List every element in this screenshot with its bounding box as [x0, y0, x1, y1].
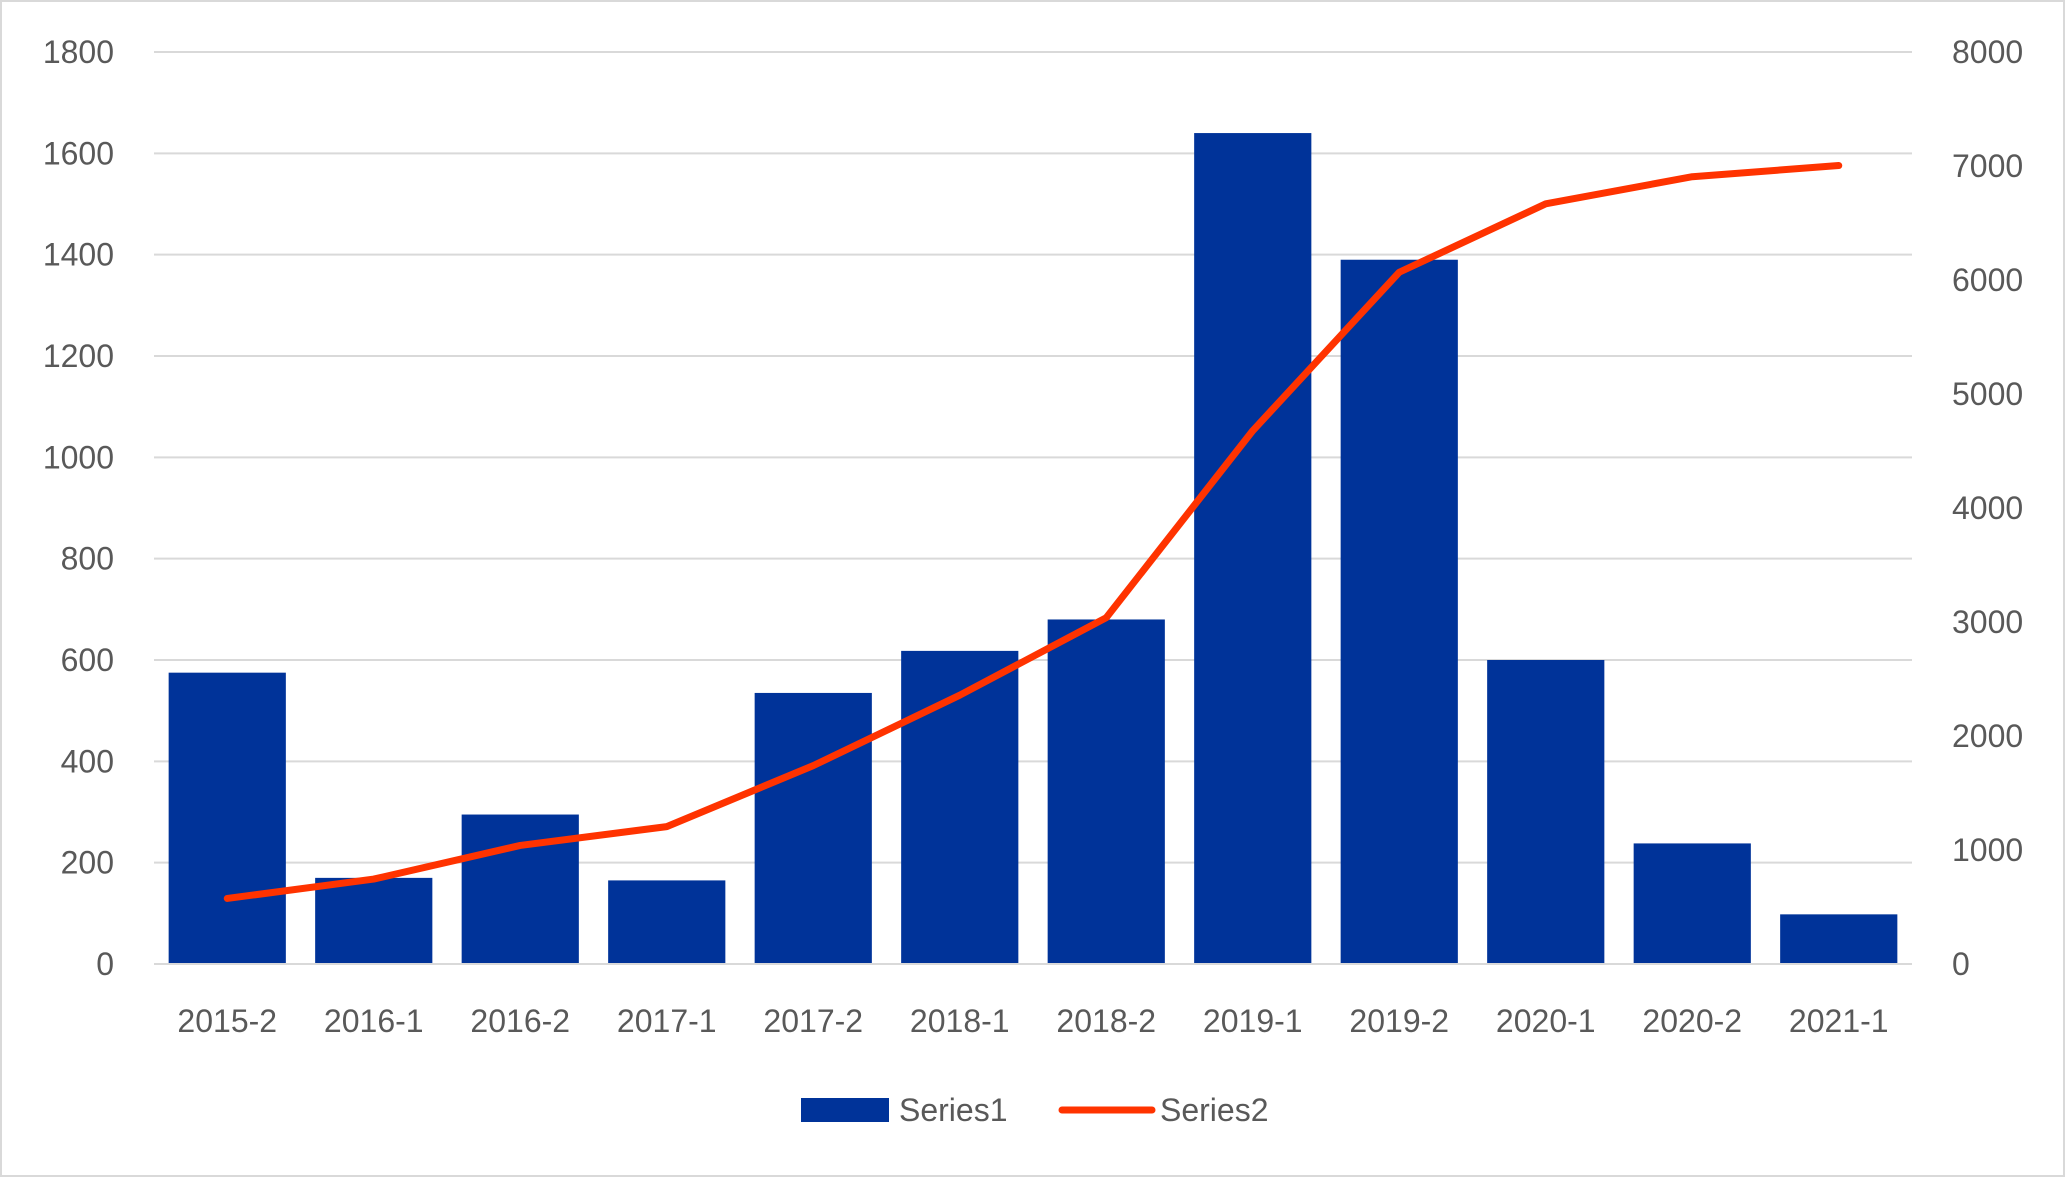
line-series [223, 162, 1843, 902]
bar-series [168, 133, 1898, 965]
x-tick-label: 2021-1 [1789, 1003, 1889, 1039]
right-tick-label: 3000 [1952, 604, 2023, 640]
bar [315, 877, 433, 964]
right-tick-label: 5000 [1952, 376, 2023, 412]
legend-label-series2: Series2 [1160, 1092, 1269, 1128]
bar [608, 880, 726, 964]
left-tick-label: 400 [61, 743, 114, 779]
left-tick-label: 1200 [43, 338, 114, 374]
x-tick-label: 2019-1 [1203, 1003, 1303, 1039]
left-tick-label: 1400 [43, 237, 114, 273]
x-tick-label: 2020-1 [1496, 1003, 1596, 1039]
bar [1340, 259, 1458, 964]
right-tick-label: 2000 [1952, 718, 2023, 754]
left-tick-label: 1600 [43, 135, 114, 171]
legend: Series1 Series2 [801, 1092, 1269, 1128]
x-tick-label: 2019-2 [1349, 1003, 1449, 1039]
right-tick-label: 6000 [1952, 262, 2023, 298]
right-tick-label: 7000 [1952, 148, 2023, 184]
right-tick-label: 8000 [1952, 34, 2023, 70]
left-tick-label: 1000 [43, 439, 114, 475]
x-tick-label: 2020-2 [1642, 1003, 1742, 1039]
left-axis: 0 200 400 600 800 1000 1200 1400 1600 1800 [43, 34, 114, 982]
bar [1780, 914, 1898, 964]
bar [168, 672, 286, 964]
right-tick-label: 1000 [1952, 832, 2023, 868]
x-tick-label: 2018-1 [910, 1003, 1010, 1039]
x-tick-label: 2017-2 [763, 1003, 863, 1039]
right-tick-label: 4000 [1952, 490, 2023, 526]
x-tick-label: 2018-2 [1056, 1003, 1156, 1039]
left-tick-label: 1800 [43, 34, 114, 70]
x-tick-label: 2017-1 [617, 1003, 717, 1039]
left-tick-label: 800 [61, 541, 114, 577]
legend-swatch-series1 [801, 1098, 889, 1122]
right-tick-label: 0 [1952, 946, 1970, 982]
bar [1194, 133, 1312, 965]
x-tick-label: 2015-2 [177, 1003, 277, 1039]
bar [901, 650, 1019, 964]
left-tick-label: 0 [96, 946, 114, 982]
bar [754, 692, 872, 964]
bar [1487, 660, 1605, 964]
legend-label-series1: Series1 [899, 1092, 1008, 1128]
gridlines [154, 51, 1912, 965]
x-tick-label: 2016-1 [324, 1003, 424, 1039]
bar [1047, 619, 1165, 964]
bar [1633, 843, 1751, 964]
series-line [223, 162, 1843, 902]
x-tick-label: 2016-2 [470, 1003, 570, 1039]
x-axis: 2015-2 2016-1 2016-2 2017-1 2017-2 2018-1 2018… [154, 963, 1912, 1039]
right-axis: 0 1000 2000 3000 4000 5000 6000 7000 8000 [1952, 34, 2023, 982]
left-tick-label: 200 [61, 845, 114, 881]
left-tick-label: 600 [61, 642, 114, 678]
